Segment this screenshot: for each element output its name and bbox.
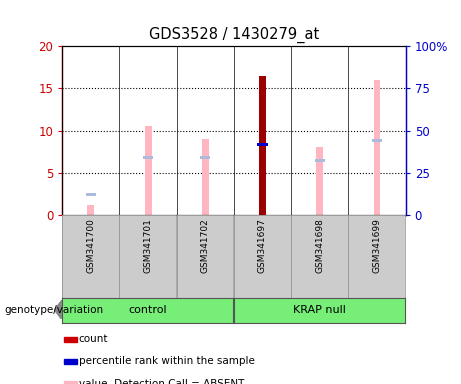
Bar — [143, 156, 153, 159]
Text: GSM341697: GSM341697 — [258, 218, 267, 273]
Bar — [88, 205, 95, 215]
Bar — [145, 126, 152, 215]
Bar — [372, 139, 382, 142]
Bar — [257, 144, 268, 146]
Bar — [316, 147, 323, 215]
Text: GSM341702: GSM341702 — [201, 218, 210, 273]
Text: KRAP null: KRAP null — [293, 305, 346, 315]
Title: GDS3528 / 1430279_at: GDS3528 / 1430279_at — [149, 27, 319, 43]
Bar — [200, 156, 211, 159]
Bar — [315, 159, 325, 162]
Bar — [202, 139, 209, 215]
Text: control: control — [129, 305, 167, 315]
Bar — [259, 76, 266, 215]
Text: percentile rank within the sample: percentile rank within the sample — [79, 356, 254, 366]
Text: count: count — [79, 334, 108, 344]
Text: value, Detection Call = ABSENT: value, Detection Call = ABSENT — [79, 379, 244, 384]
Text: GSM341701: GSM341701 — [143, 218, 153, 273]
Bar — [86, 193, 96, 196]
Bar — [64, 381, 77, 384]
Text: genotype/variation: genotype/variation — [5, 305, 104, 315]
Bar — [64, 337, 77, 342]
Polygon shape — [54, 300, 62, 319]
Bar — [64, 359, 77, 364]
Bar — [373, 80, 380, 215]
Text: GSM341700: GSM341700 — [86, 218, 95, 273]
Text: GSM341698: GSM341698 — [315, 218, 324, 273]
Text: GSM341699: GSM341699 — [372, 218, 381, 273]
